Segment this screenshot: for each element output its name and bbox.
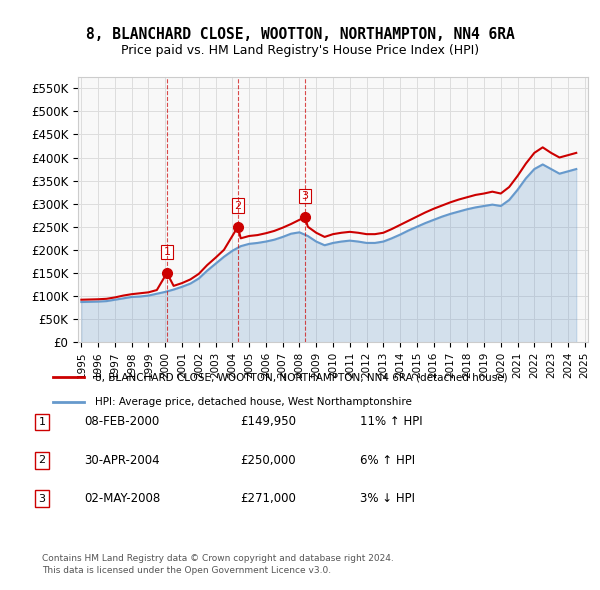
Text: 8, BLANCHARD CLOSE, WOOTTON, NORTHAMPTON, NN4 6RA (detached house): 8, BLANCHARD CLOSE, WOOTTON, NORTHAMPTON… xyxy=(95,372,508,382)
Text: This data is licensed under the Open Government Licence v3.0.: This data is licensed under the Open Gov… xyxy=(42,566,331,575)
Text: Price paid vs. HM Land Registry's House Price Index (HPI): Price paid vs. HM Land Registry's House … xyxy=(121,44,479,57)
Text: 2: 2 xyxy=(235,201,241,211)
Text: £149,950: £149,950 xyxy=(240,415,296,428)
Text: £271,000: £271,000 xyxy=(240,492,296,505)
Text: 3% ↓ HPI: 3% ↓ HPI xyxy=(360,492,415,505)
Text: 02-MAY-2008: 02-MAY-2008 xyxy=(84,492,160,505)
Text: HPI: Average price, detached house, West Northamptonshire: HPI: Average price, detached house, West… xyxy=(95,396,412,407)
Text: 3: 3 xyxy=(301,191,308,201)
Text: 3: 3 xyxy=(38,494,46,503)
Text: 8, BLANCHARD CLOSE, WOOTTON, NORTHAMPTON, NN4 6RA: 8, BLANCHARD CLOSE, WOOTTON, NORTHAMPTON… xyxy=(86,27,514,41)
Text: £250,000: £250,000 xyxy=(240,454,296,467)
Text: 11% ↑ HPI: 11% ↑ HPI xyxy=(360,415,422,428)
Text: 1: 1 xyxy=(38,417,46,427)
Text: 1: 1 xyxy=(163,247,170,257)
Text: 08-FEB-2000: 08-FEB-2000 xyxy=(84,415,159,428)
Text: 2: 2 xyxy=(38,455,46,465)
Text: 6% ↑ HPI: 6% ↑ HPI xyxy=(360,454,415,467)
Text: Contains HM Land Registry data © Crown copyright and database right 2024.: Contains HM Land Registry data © Crown c… xyxy=(42,555,394,563)
Text: 30-APR-2004: 30-APR-2004 xyxy=(84,454,160,467)
